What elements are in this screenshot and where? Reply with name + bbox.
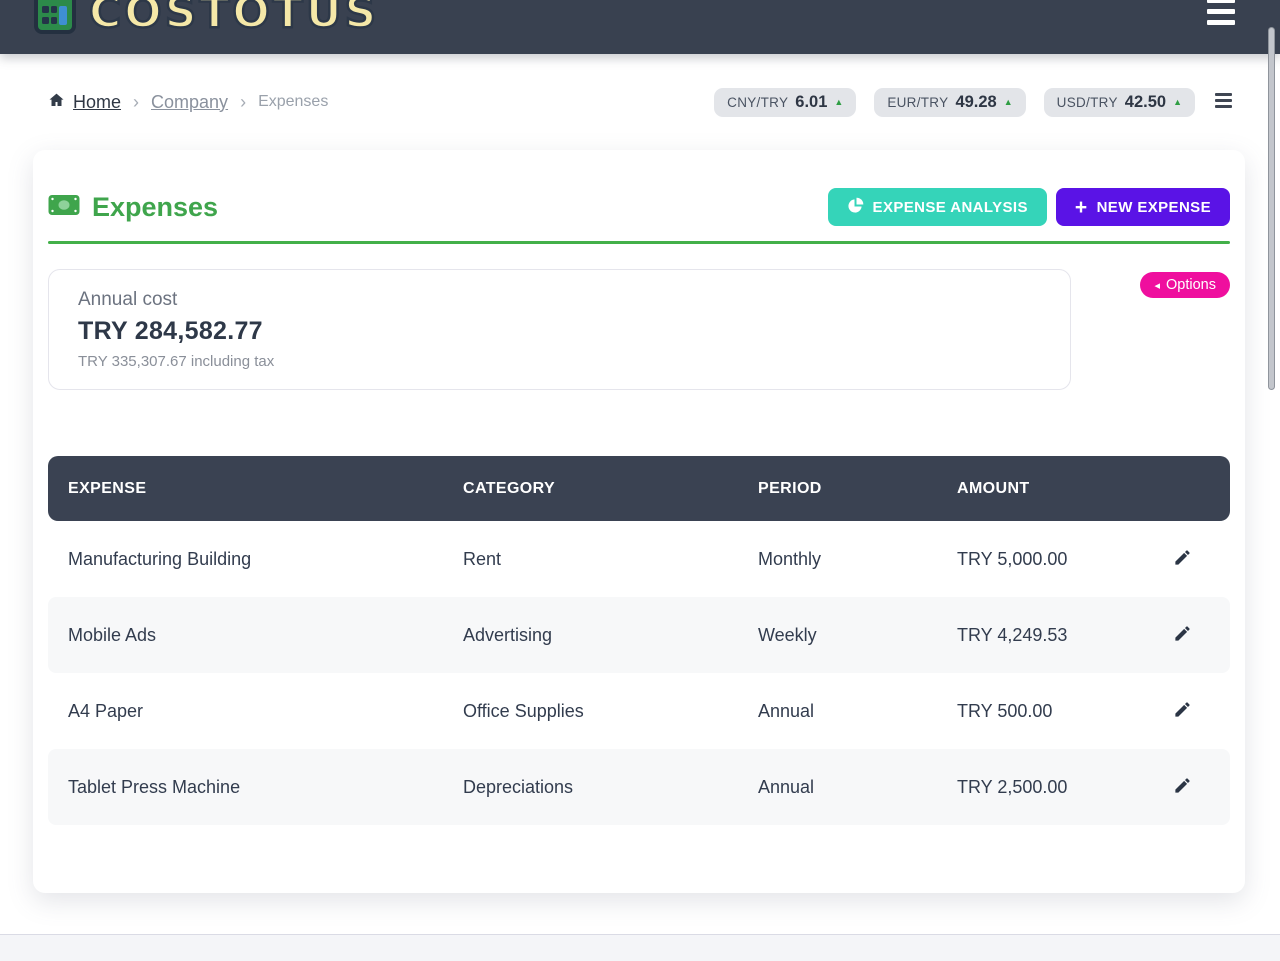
cell-expense: Mobile Ads <box>68 624 157 645</box>
cell-category: Office Supplies <box>463 700 584 721</box>
page-footer <box>0 934 1280 961</box>
cell-expense: Manufacturing Building <box>68 548 252 569</box>
rates-menu-icon[interactable] <box>1215 93 1232 111</box>
calculator-icon <box>33 0 77 39</box>
cell-amount: TRY 4,249.53 <box>957 624 1068 645</box>
menu-hamburger-icon[interactable] <box>1207 0 1235 31</box>
column-header-amount: AMOUNT <box>957 479 1030 497</box>
rate-badge-usd-try: USD/TRY 42.50 ▲ <box>1043 87 1195 117</box>
column-header-category: CATEGORY <box>463 479 556 497</box>
edit-pencil-icon[interactable] <box>1170 623 1194 647</box>
pie-chart-icon <box>847 197 864 218</box>
trend-up-icon: ▲ <box>834 97 844 107</box>
cell-expense: Tablet Press Machine <box>68 776 241 797</box>
home-icon <box>48 92 65 113</box>
column-header-period: PERIOD <box>758 479 822 497</box>
top-navbar: COSTOTUS <box>0 0 1280 54</box>
cell-amount: TRY 2,500.00 <box>957 776 1068 797</box>
title-divider <box>48 241 1230 244</box>
expenses-table: EXPENSE CATEGORY PERIOD AMOUNT Manufactu… <box>48 456 1230 825</box>
scrollbar-thumb[interactable] <box>1268 27 1275 390</box>
cell-amount: TRY 5,000.00 <box>957 548 1068 569</box>
cell-expense: A4 Paper <box>68 700 144 721</box>
rate-badge-eur-try: EUR/TRY 49.28 ▲ <box>874 87 1026 117</box>
breadcrumb-company-link[interactable]: Company <box>151 91 229 112</box>
annual-cost-tax-note: TRY 335,307.67 including tax <box>78 353 275 370</box>
brand-name: COSTOTUS <box>88 0 380 39</box>
currency-rates: CNY/TRY 6.01 ▲ EUR/TRY 49.28 ▲ USD/TRY 4… <box>714 87 1232 117</box>
annual-cost-label: Annual cost <box>78 289 178 310</box>
cell-category: Advertising <box>463 624 553 645</box>
breadcrumb-separator: › <box>240 91 247 112</box>
rate-badge-cny-try: CNY/TRY 6.01 ▲ <box>714 87 857 117</box>
cell-amount: TRY 500.00 <box>957 700 1053 721</box>
cell-period: Monthly <box>758 548 822 569</box>
column-header-expense: EXPENSE <box>68 479 147 497</box>
expenses-card: Expenses EXPENSE ANALYSIS + NEW EXPENSE … <box>33 150 1245 893</box>
new-expense-button[interactable]: + NEW EXPENSE <box>1055 188 1230 226</box>
cell-period: Weekly <box>758 624 817 645</box>
breadcrumb-separator: › <box>133 91 140 112</box>
trend-up-icon: ▲ <box>1173 97 1182 107</box>
cell-category: Rent <box>463 548 502 569</box>
edit-pencil-icon[interactable] <box>1170 775 1194 799</box>
edit-pencil-icon[interactable] <box>1170 699 1194 723</box>
chevron-left-icon: ◂ <box>1154 279 1161 292</box>
cell-period: Annual <box>758 776 815 797</box>
annual-cost-amount: TRY 284,582.77 <box>78 317 263 345</box>
table-row: Manufacturing Building Rent Monthly TRY … <box>48 521 1230 597</box>
edit-pencil-icon[interactable] <box>1170 547 1194 571</box>
cell-category: Depreciations <box>463 776 574 797</box>
table-row: A4 Paper Office Supplies Annual TRY 500.… <box>48 673 1230 749</box>
table-row: Tablet Press Machine Depreciations Annua… <box>48 749 1230 825</box>
cell-period: Annual <box>758 700 815 721</box>
breadcrumb: Home › Company › Expenses CNY/TRY 6.01 ▲… <box>48 82 1232 122</box>
breadcrumb-current: Expenses <box>258 93 329 110</box>
table-row: Mobile Ads Advertising Weekly TRY 4,249.… <box>48 597 1230 673</box>
brand-logo[interactable]: COSTOTUS <box>33 0 379 39</box>
options-button[interactable]: ◂ Options <box>1140 272 1230 298</box>
trend-up-icon: ▲ <box>1003 97 1013 107</box>
breadcrumb-home-link[interactable]: Home <box>48 92 121 113</box>
annual-cost-card: Annual cost TRY 284,582.77 TRY 335,307.6… <box>48 269 1071 390</box>
page-title: Expenses <box>48 192 218 223</box>
table-header-row: EXPENSE CATEGORY PERIOD AMOUNT <box>48 456 1230 521</box>
money-banknote-icon <box>48 192 80 223</box>
plus-icon: + <box>1074 195 1088 219</box>
expense-analysis-button[interactable]: EXPENSE ANALYSIS <box>827 188 1047 226</box>
